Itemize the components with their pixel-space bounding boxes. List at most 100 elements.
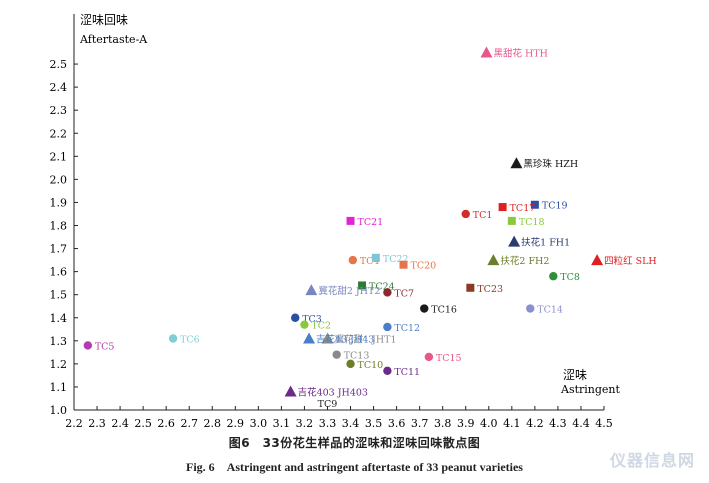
y-tick-label: 2.4 [50, 81, 68, 94]
axes: 2.2 2.3 2.4 2.5 2.6 2.7 2.8 2.9 3.0 3.1 3.2 3.3 3.4 3… [50, 14, 613, 430]
y-tick-label: 1.8 [50, 220, 68, 233]
point-marker [346, 216, 355, 225]
point-marker [508, 235, 521, 247]
x-tick-label: 2.9 [227, 417, 245, 430]
point-marker [83, 341, 93, 350]
y-tick-label: 2.1 [50, 150, 68, 163]
x-tick-label: 3.5 [365, 417, 383, 430]
point-marker [399, 260, 408, 269]
point-marker [371, 253, 380, 262]
x-axis-label-en: Astringent [560, 383, 621, 396]
x-tick-label: 4.5 [595, 417, 613, 430]
data-point: TC16 [420, 304, 457, 316]
point-marker [507, 216, 516, 225]
y-tick-label: 1.0 [50, 404, 68, 417]
point-label: TC8 [560, 272, 580, 283]
point-marker [348, 255, 358, 265]
point-marker [424, 352, 434, 362]
y-tick-label: 2.0 [50, 173, 68, 186]
point-label: TC20 [411, 261, 437, 272]
x-tick-label: 4.2 [526, 417, 544, 430]
point-label: TC2 [311, 321, 331, 332]
data-point: 黑甜花 HTH [480, 46, 548, 60]
point-marker [358, 281, 367, 290]
data-point: TC5 [83, 341, 115, 352]
point-label: TC19 [542, 201, 568, 212]
x-tick-label: 4.3 [549, 417, 567, 430]
y-tick-label: 2.5 [50, 58, 68, 71]
x-tick-label: 3.2 [296, 417, 314, 430]
point-label: 吉花43 JH43 [316, 334, 374, 346]
x-tick-label: 4.4 [572, 417, 590, 430]
data-point: 扶花1 FH1 [508, 235, 570, 249]
point-label: TC7 [394, 288, 414, 299]
data-point: TC17 [498, 203, 535, 214]
data-point: TC18 [507, 216, 545, 228]
point-label: TC24 [369, 281, 395, 292]
data-point: TC19 [530, 200, 568, 212]
point-marker [300, 320, 309, 329]
x-tick-label: 4.0 [480, 417, 498, 430]
point-marker [530, 200, 539, 209]
point-marker [591, 254, 604, 266]
y-tick-label: 2.3 [50, 104, 68, 117]
data-point: TC13 [332, 350, 369, 362]
x-tick-label: 2.4 [111, 417, 129, 430]
x-tick-label: 3.0 [250, 417, 268, 430]
data-point: TC4 [348, 255, 379, 267]
point-marker [420, 304, 429, 313]
data-point: TC11 [383, 366, 420, 378]
point-marker [383, 322, 392, 332]
data-point: TC9 [318, 399, 338, 410]
x-tick-label: 3.7 [411, 417, 429, 430]
y-tick-label: 1.9 [50, 196, 68, 209]
y-tick-label: 1.7 [50, 243, 68, 256]
x-axis-label-cn: 涩味 [563, 367, 587, 382]
point-label: 黑珍珠 HZH [523, 158, 578, 170]
point-marker [383, 288, 392, 297]
y-tick-label: 1.6 [50, 266, 68, 279]
point-marker [346, 359, 355, 369]
x-tick-label: 4.1 [503, 417, 521, 430]
point-marker [305, 284, 318, 296]
data-point: TC20 [399, 260, 437, 272]
point-marker [526, 304, 535, 313]
y-tick-label: 1.3 [50, 335, 68, 348]
point-label: 吉花403 JH403 [298, 387, 368, 399]
data-point: TC6 [168, 334, 200, 346]
point-label: TC23 [477, 284, 503, 295]
x-tick-label: 2.6 [157, 417, 175, 430]
point-marker [332, 350, 341, 359]
point-marker [487, 254, 500, 266]
x-tick-label: 3.9 [457, 417, 475, 430]
point-label: TC15 [436, 353, 462, 364]
y-tick-label: 1.1 [50, 381, 68, 394]
point-label: TC9 [318, 399, 338, 410]
point-marker [510, 157, 523, 169]
point-marker [498, 203, 507, 212]
data-point: TC8 [549, 272, 580, 283]
data-point: TC10 [346, 359, 383, 371]
scatter-chart: 2.2 2.3 2.4 2.5 2.6 2.7 2.8 2.9 3.0 3.1 3.2 3.3 3.4 3… [50, 12, 657, 430]
point-marker [291, 313, 300, 322]
point-marker [466, 283, 475, 292]
data-point: 冀花甜2 JHT2 [305, 284, 380, 297]
point-marker [284, 385, 297, 397]
point-marker [480, 46, 493, 58]
point-marker [303, 332, 316, 344]
point-label: 扶花1 FH1 [521, 237, 570, 249]
data-point: 冀花甜1 JHT1 [321, 332, 397, 346]
point-label: 冀花甜1 JHT1 [334, 334, 396, 346]
data-point: TC21 [346, 216, 384, 228]
y-tick-label: 1.2 [50, 358, 68, 371]
point-label: TC21 [358, 217, 384, 228]
point-label: TC11 [394, 367, 420, 378]
x-tick-label: 3.4 [342, 417, 360, 430]
x-tick-label: 2.8 [204, 417, 222, 430]
y-axis-label-cn: 涩味回味 [80, 12, 128, 27]
point-label: TC5 [95, 341, 115, 352]
data-point: TC1 [461, 209, 492, 221]
x-tick-label: 2.3 [88, 417, 106, 430]
point-label: TC22 [383, 254, 409, 265]
x-tick-label: 2.7 [180, 417, 198, 430]
